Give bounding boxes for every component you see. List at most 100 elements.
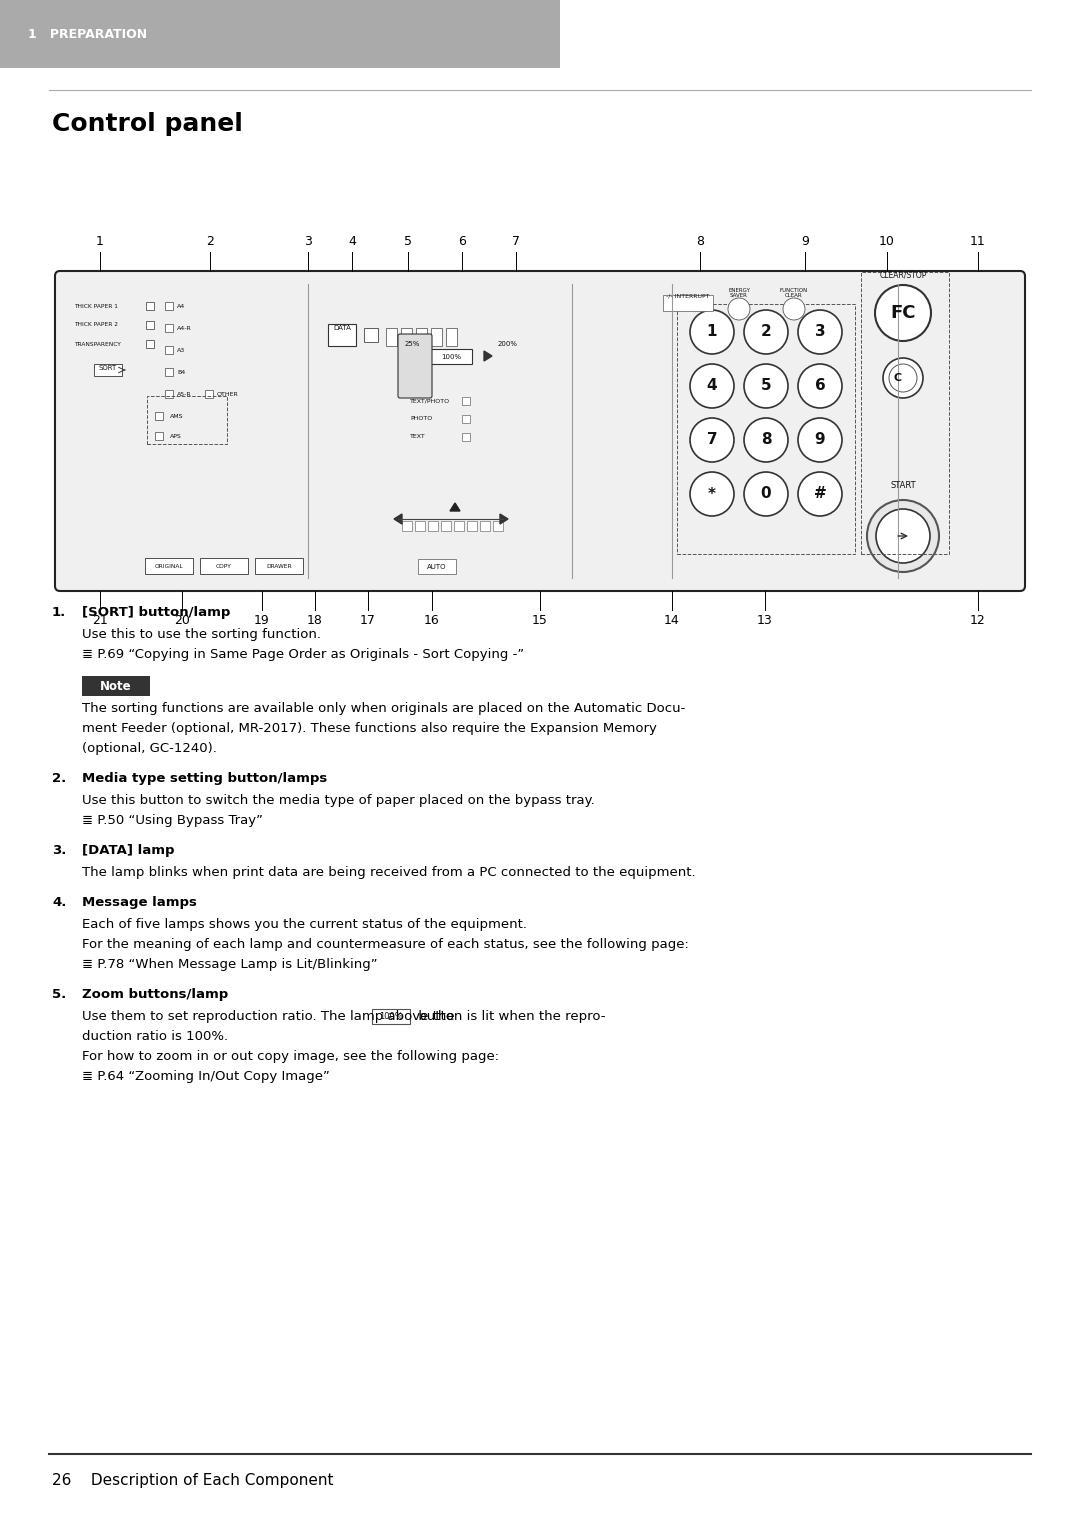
Polygon shape [484, 351, 492, 362]
Text: C: C [894, 372, 902, 383]
Text: *: * [708, 487, 716, 502]
Text: COPY: COPY [216, 563, 232, 569]
Bar [386, 328, 397, 346]
Bar [328, 324, 356, 346]
Text: 15: 15 [532, 613, 548, 627]
Bar [165, 368, 173, 375]
Circle shape [783, 298, 805, 320]
Text: 100%: 100% [379, 1012, 403, 1021]
Text: ENERGY
SAVER: ENERGY SAVER [728, 287, 750, 299]
FancyBboxPatch shape [399, 334, 432, 398]
Text: B4: B4 [177, 369, 186, 374]
Circle shape [744, 418, 788, 462]
Text: 18: 18 [307, 613, 323, 627]
Bar [492, 520, 503, 531]
Text: 9: 9 [801, 235, 809, 249]
Polygon shape [394, 514, 402, 523]
Text: 7: 7 [512, 235, 519, 249]
Text: 5.: 5. [52, 987, 66, 1001]
Text: 1   PREPARATION: 1 PREPARATION [28, 27, 147, 41]
Bar [861, 272, 949, 554]
Text: 16: 16 [424, 613, 440, 627]
Bar [146, 320, 154, 330]
Bar [82, 676, 150, 696]
Text: 25%: 25% [405, 340, 420, 346]
Bar [467, 520, 477, 531]
Text: AUTO: AUTO [428, 565, 447, 571]
Text: THICK PAPER 1: THICK PAPER 1 [75, 304, 118, 308]
Text: Message lamps: Message lamps [82, 896, 197, 909]
Text: APS: APS [170, 433, 181, 438]
Text: TEXT/PHOTO: TEXT/PHOTO [410, 398, 450, 403]
Text: Each of five lamps shows you the current status of the equipment.: Each of five lamps shows you the current… [82, 919, 527, 931]
Text: TRANSPARENCY: TRANSPARENCY [75, 342, 121, 346]
Bar [418, 559, 456, 574]
Text: Use them to set reproduction ratio. The lamp above the: Use them to set reproduction ratio. The … [82, 1010, 459, 1022]
Text: 5: 5 [404, 235, 411, 249]
Text: Zoom buttons/lamp: Zoom buttons/lamp [82, 987, 228, 1001]
Bar [402, 520, 411, 531]
Text: START: START [890, 482, 916, 490]
Circle shape [690, 418, 734, 462]
Text: For the meaning of each lamp and countermeasure of each status, see the followin: For the meaning of each lamp and counter… [82, 938, 689, 951]
Bar [200, 559, 248, 574]
Bar [462, 433, 470, 441]
Text: 9: 9 [814, 432, 825, 447]
Text: 10: 10 [879, 235, 895, 249]
Text: 14: 14 [664, 613, 680, 627]
Text: TEXT: TEXT [410, 435, 426, 439]
Polygon shape [500, 514, 508, 523]
Text: [DATA] lamp: [DATA] lamp [82, 844, 175, 858]
Text: (optional, GC-1240).: (optional, GC-1240). [82, 742, 217, 755]
Text: button is lit when the repro-: button is lit when the repro- [415, 1010, 606, 1022]
Text: A3: A3 [177, 348, 186, 353]
Text: 21: 21 [92, 613, 108, 627]
Bar [147, 397, 227, 444]
Circle shape [744, 365, 788, 407]
Text: Note: Note [100, 679, 132, 693]
Circle shape [876, 510, 930, 563]
Bar [165, 346, 173, 354]
Text: 6: 6 [814, 378, 825, 394]
Bar [462, 415, 470, 423]
Bar [677, 304, 855, 554]
Text: A5-R: A5-R [177, 392, 191, 397]
Bar [156, 412, 163, 420]
Text: FUNCTION
CLEAR: FUNCTION CLEAR [780, 287, 808, 299]
Text: PHOTO: PHOTO [410, 417, 432, 421]
Bar [0, 0, 561, 69]
Circle shape [690, 365, 734, 407]
Text: The lamp blinks when print data are being received from a PC connected to the eq: The lamp blinks when print data are bein… [82, 865, 696, 879]
Text: AMS: AMS [170, 414, 184, 418]
Polygon shape [415, 351, 423, 362]
Bar [428, 520, 438, 531]
Circle shape [889, 365, 917, 392]
Circle shape [798, 310, 842, 354]
Text: Use this button to switch the media type of paper placed on the bypass tray.: Use this button to switch the media type… [82, 794, 595, 807]
Text: A4-R: A4-R [177, 325, 192, 331]
Bar [364, 328, 378, 342]
Text: 6: 6 [458, 235, 465, 249]
Text: Use this to use the sorting function.: Use this to use the sorting function. [82, 629, 321, 641]
Circle shape [798, 365, 842, 407]
Circle shape [798, 418, 842, 462]
Text: DRAWER: DRAWER [266, 563, 292, 569]
Bar [165, 324, 173, 333]
Text: 4: 4 [348, 235, 356, 249]
Text: 7: 7 [706, 432, 717, 447]
Text: 17: 17 [360, 613, 376, 627]
Bar [415, 520, 426, 531]
Text: 1: 1 [96, 235, 104, 249]
Text: 26    Description of Each Component: 26 Description of Each Component [52, 1473, 334, 1488]
Bar [430, 349, 472, 365]
Text: OTHER: OTHER [217, 392, 239, 397]
Bar [255, 559, 303, 574]
Bar [146, 340, 154, 348]
Text: DATA: DATA [333, 325, 351, 331]
Bar [205, 391, 213, 398]
Bar [146, 302, 154, 310]
Polygon shape [450, 504, 460, 511]
Bar [446, 328, 457, 346]
Text: Control panel: Control panel [52, 111, 243, 136]
FancyBboxPatch shape [55, 272, 1025, 591]
